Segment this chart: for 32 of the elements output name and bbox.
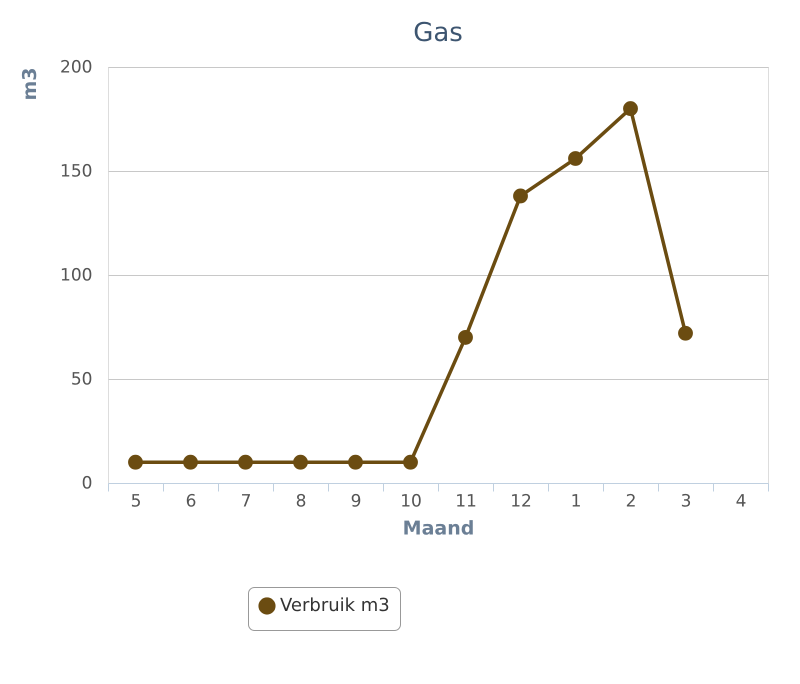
y-tick-label: 0 xyxy=(82,474,92,494)
x-tick-label: 2 xyxy=(626,492,636,512)
y-tick-label: 200 xyxy=(60,58,92,78)
chart-title: Gas xyxy=(413,18,463,48)
point xyxy=(238,454,253,470)
y-axis-title: m3 xyxy=(19,68,42,101)
x-tick-label: 11 xyxy=(455,492,477,512)
x-tick-label: 8 xyxy=(296,492,306,512)
x-tick-label: 1 xyxy=(570,492,582,512)
point xyxy=(183,454,198,470)
y-tick-label: 100 xyxy=(60,266,92,286)
point xyxy=(568,151,583,166)
point xyxy=(128,454,143,470)
legend-label: Verbruik m3 xyxy=(280,595,390,616)
point xyxy=(403,454,418,470)
x-tick-label: 3 xyxy=(680,492,692,512)
point xyxy=(513,188,528,204)
point xyxy=(623,101,638,116)
point xyxy=(678,326,693,341)
x-tick-label: 7 xyxy=(240,492,252,512)
x-tick-label: 12 xyxy=(510,492,532,512)
x-tick-label: 6 xyxy=(186,492,196,512)
x-tick-label: 10 xyxy=(400,492,422,512)
y-tick-label: 50 xyxy=(70,370,92,390)
y-tick-label: 150 xyxy=(60,162,92,182)
x-tick-label: 9 xyxy=(350,492,362,512)
x-tick-label: 5 xyxy=(130,492,142,512)
x-tick-label: 4 xyxy=(736,492,746,512)
point xyxy=(458,330,473,345)
point xyxy=(293,454,308,470)
point xyxy=(348,454,363,470)
x-axis-title: Maand xyxy=(402,518,474,540)
